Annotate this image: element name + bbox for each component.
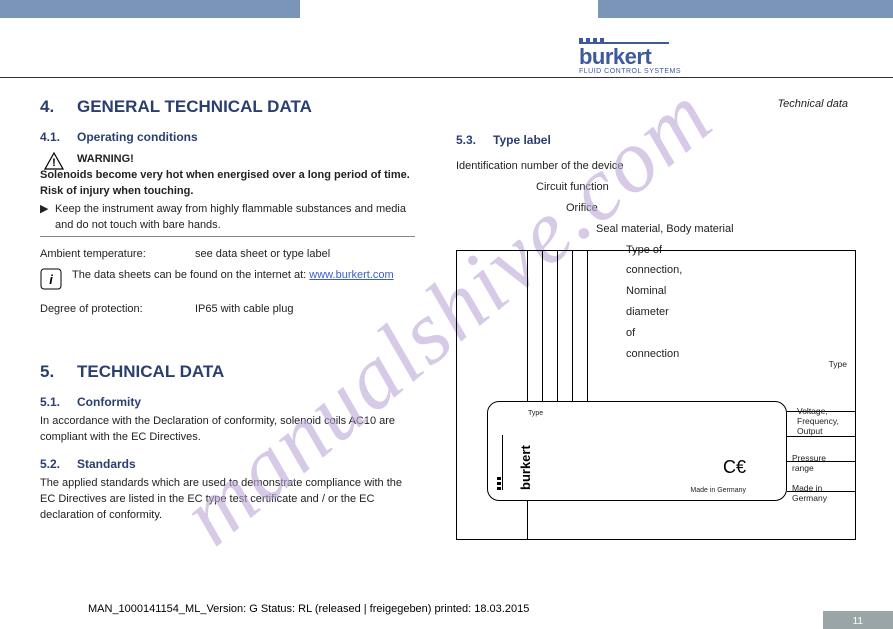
- section52-num: 5.2.: [40, 457, 60, 471]
- ce-mark-icon: C€: [723, 457, 746, 478]
- section4-num: 4.: [40, 97, 54, 117]
- brand-tagline: FLUID CONTROL SYSTEMS: [579, 68, 681, 75]
- section51-title: Conformity: [77, 395, 141, 409]
- datasheets-link[interactable]: www.burkert.com: [309, 269, 393, 281]
- section41-num: 4.1.: [40, 130, 60, 144]
- section5-title: TECHNICAL DATA: [77, 362, 224, 382]
- ambient-label: Ambient temperature:: [40, 247, 146, 263]
- warning-title: WARNING!: [77, 152, 134, 168]
- footer-meta: MAN_1000141154_ML_Version: G Status: RL …: [88, 603, 529, 615]
- breadcrumb: Technical data: [777, 97, 848, 113]
- warning-bullet: Keep the instrument away from highly fla…: [55, 202, 410, 234]
- warning-bullet-mark: ▶: [40, 202, 48, 218]
- header-bar-left: [0, 0, 300, 18]
- plate-brand: burkert: [502, 435, 533, 490]
- section52-title: Standards: [77, 457, 136, 471]
- page-number: 11: [853, 616, 863, 627]
- section51-text: In accordance with the Declaration of co…: [40, 414, 415, 446]
- info-icon: i: [40, 268, 62, 295]
- section51-num: 5.1.: [40, 395, 60, 409]
- section53-num: 5.3.: [456, 133, 476, 147]
- header-bar-right: [598, 0, 893, 18]
- svg-text:i: i: [49, 272, 53, 287]
- plate-made: Made in Germany: [690, 487, 746, 494]
- warning-divider: [40, 236, 415, 237]
- brand-logo: burkert FLUID CONTROL SYSTEMS: [579, 38, 681, 75]
- lbl-type: Type: [829, 359, 847, 369]
- header-divider: [0, 77, 893, 78]
- section52-text: The applied standards which are used to …: [40, 476, 415, 524]
- section4-title: GENERAL TECHNICAL DATA: [77, 97, 312, 117]
- ambient-value: see data sheet or type label: [195, 247, 330, 263]
- lbl-made: Made in Germany: [792, 483, 847, 503]
- lbl-voltage: Voltage, Frequency, Output: [797, 406, 847, 437]
- datasheets-text: The data sheets can be found on the inte…: [72, 268, 412, 284]
- protection-value: IP65 with cable plug: [195, 302, 293, 318]
- section53-title: Type label: [493, 133, 551, 147]
- protection-label: Degree of protection:: [40, 302, 143, 318]
- nameplate: burkert Type C€ Made in Germany: [487, 401, 787, 501]
- type-label-diagram: burkert Type C€ Made in Germany Type Vol…: [456, 250, 856, 540]
- warning-text: Solenoids become very hot when energised…: [40, 168, 410, 200]
- plate-type: Type: [528, 410, 543, 417]
- lbl-pressure: Pressure range: [792, 453, 847, 473]
- section5-num: 5.: [40, 362, 54, 382]
- section41-title: Operating conditions: [77, 130, 198, 144]
- brand-name: burkert: [579, 44, 681, 70]
